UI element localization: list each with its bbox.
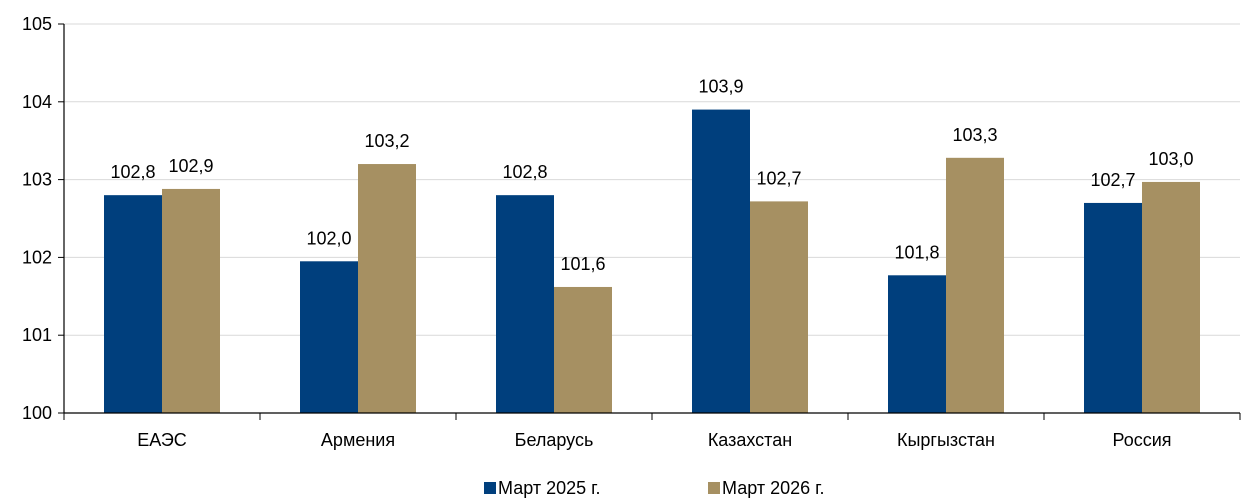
data-label: 102,8 bbox=[110, 162, 155, 182]
bar-series-1-1 bbox=[104, 195, 162, 413]
bar-series-2-2 bbox=[358, 164, 416, 413]
data-label: 103,0 bbox=[1148, 149, 1193, 169]
data-labels: 102,8 102,9 102,0 103,2 102,8 101,6 103,9 102,7… bbox=[110, 77, 1193, 274]
data-label: 103,3 bbox=[952, 125, 997, 145]
x-tick-label: Армения bbox=[321, 430, 395, 450]
data-label: 102,0 bbox=[306, 228, 351, 248]
data-label: 102,7 bbox=[1090, 170, 1135, 190]
gridlines bbox=[64, 23, 1240, 336]
legend-label: Март 2025 г. bbox=[498, 478, 600, 498]
legend: Март 2025 г. Март 2026 г. bbox=[484, 478, 824, 498]
y-tick-label: 101 bbox=[22, 325, 52, 345]
bar-series-2-6 bbox=[1142, 181, 1200, 413]
bar-series-2-1 bbox=[162, 188, 220, 413]
x-tick-label: ЕАЭС bbox=[137, 430, 187, 450]
legend-swatch bbox=[484, 482, 496, 494]
x-tick-label: Беларусь bbox=[515, 430, 594, 450]
data-label: 101,8 bbox=[894, 242, 939, 262]
y-tick-label: 102 bbox=[22, 247, 52, 267]
x-tick-label: Кыргызстан bbox=[897, 430, 995, 450]
legend-label: Март 2026 г. bbox=[722, 478, 824, 498]
y-tick-label: 103 bbox=[22, 170, 52, 190]
bar-series-1-4 bbox=[692, 109, 750, 413]
bar-series-2-3 bbox=[554, 286, 612, 413]
bar-series-1-3 bbox=[496, 195, 554, 413]
data-label: 102,7 bbox=[756, 168, 801, 188]
data-label: 102,9 bbox=[168, 156, 213, 176]
x-tick-label: Казахстан bbox=[708, 430, 792, 450]
data-label: 103,2 bbox=[364, 131, 409, 151]
bar-series-1-2 bbox=[300, 261, 358, 413]
bar-series-2-4 bbox=[750, 201, 808, 413]
data-label: 102,8 bbox=[502, 162, 547, 182]
bar-series-1-6 bbox=[1084, 202, 1142, 413]
y-tick-label: 105 bbox=[22, 14, 52, 34]
data-label: 101,6 bbox=[560, 254, 605, 274]
bars bbox=[104, 109, 1200, 413]
data-label: 103,9 bbox=[698, 77, 743, 97]
axes: 100 101 102 103 104 105 ЕАЭС Армения Беларусь Каз… bbox=[22, 14, 1241, 450]
y-tick-label: 100 bbox=[22, 403, 52, 423]
bar-series-1-5 bbox=[888, 275, 946, 413]
legend-swatch bbox=[708, 482, 720, 494]
bar-series-2-5 bbox=[946, 157, 1004, 413]
y-tick-label: 104 bbox=[22, 92, 52, 112]
x-tick-label: Россия bbox=[1112, 430, 1171, 450]
